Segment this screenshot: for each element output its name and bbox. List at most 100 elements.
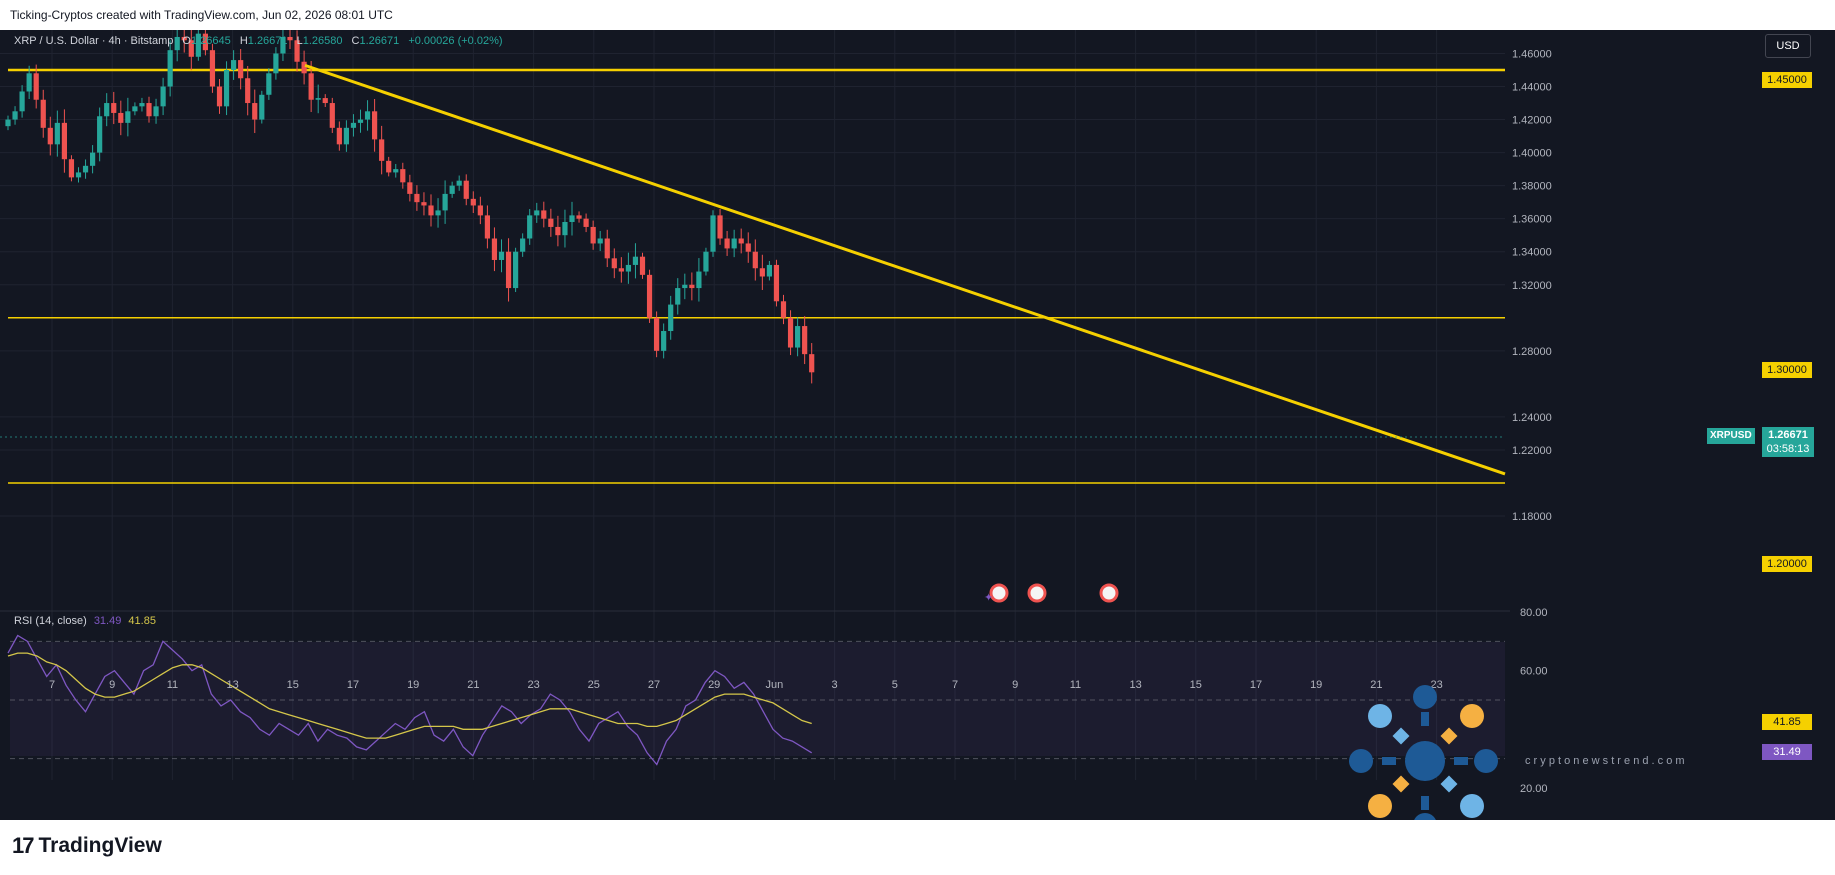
candlesticks [5,30,815,384]
watermark-text: c r y p t o n e w s t r e n d . c o m [1525,755,1685,767]
candle-body [118,112,124,123]
time-tick-label: 11 [1070,679,1081,691]
tradingview-logo-icon: 17 [12,833,35,858]
candle-body [273,53,279,74]
symbol-legend: XRP / U.S. Dollar · 4h · Bitstamp O1.266… [14,35,503,47]
open-value: 1.26645 [190,35,231,47]
candle-body [357,119,364,123]
level-lines [8,68,1505,484]
candle-body [780,301,787,318]
candle-body [654,317,660,351]
currency-label: USD [1776,40,1800,52]
open-label: O [182,35,191,47]
tradingview-logo[interactable]: 17 TradingView [12,833,162,859]
candle-body [153,106,159,117]
candle-body [47,127,53,145]
candle-body [498,251,505,260]
candle-body [787,317,794,348]
currency-button[interactable]: USD [1765,34,1811,58]
candle-body [442,193,448,211]
candle-body [435,210,441,216]
candle-body [597,238,603,244]
rsi-ma-value: 41.85 [128,615,156,627]
candle-body [287,36,293,41]
footer-bar: 17 TradingView [0,820,1835,875]
candle-body [534,210,540,216]
candle-body [97,116,103,153]
candle-body [484,215,490,239]
candle-body [336,127,342,145]
time-tick-label: 15 [287,679,299,691]
candle-body [75,172,82,178]
candle-body [146,103,152,117]
candle-body [414,193,420,203]
diamond-icon: ✦ [984,592,993,604]
rsi-value-tag: 31.49 [1762,744,1812,760]
price-axis: 1.46000 1.44000 1.42000 1.40000 1.38000 1.360… [1512,48,1552,523]
price-tick-label: 1.46000 [1512,48,1552,60]
flag-icon[interactable] [1099,583,1119,603]
candle-body [188,40,194,57]
low-label: L [296,35,303,47]
candle-body [555,226,561,236]
candle-body [125,111,131,123]
grid-lines [0,30,1505,780]
candle-body [308,73,314,100]
time-axis: 7 9 11 13 15 17 19 21 23 25 27 29 Jun 3 5 7 9 11 13 15 17 19 2… [49,679,1443,691]
rsi-tick-label: 60.00 [1520,666,1548,678]
rsi-ma-line [7,652,812,739]
candle-body [689,284,695,289]
rsi-pane: 80.00 60.00 20.00 [7,607,1548,795]
candle-body [548,218,554,227]
event-flags: ✦ [984,583,1119,604]
rsi-tick-label: 20.00 [1520,783,1548,795]
time-tick-label: 9 [1012,679,1018,691]
rsi-name[interactable]: RSI (14, close) [14,615,87,627]
candle-body [703,251,709,272]
candle-body [618,268,624,272]
candle-body [400,169,406,183]
candle-body [576,215,582,219]
candle-body [752,251,758,269]
rsi-line [7,634,813,766]
candle-body [541,210,547,219]
symbol-title[interactable]: XRP / U.S. Dollar · 4h · Bitstamp [14,35,174,47]
symbol-price-tag: XRPUSD [1707,428,1755,444]
logo-center-icon [1405,741,1445,781]
time-tick-label: 13 [226,679,238,691]
time-tick-label: 27 [648,679,660,691]
logo-watermark [1349,685,1498,820]
high-label: H [239,35,248,47]
candle-body [632,256,639,265]
candle-body [731,238,737,249]
candle-body [343,127,349,145]
candle-body [625,264,631,272]
candle-body [717,215,723,239]
candle-body [710,215,716,252]
candle-body [216,86,223,107]
flag-icon[interactable] [989,583,1009,603]
close-value: 1.26671 [359,35,400,47]
candle-body [795,326,801,348]
current-price: 1.26671 [1768,429,1808,441]
candle-body [449,185,455,194]
rsi-band [10,642,1505,756]
candle-body [12,111,18,120]
candle-body [611,258,617,269]
time-tick-label: 19 [1310,679,1322,691]
candle-body [223,70,230,107]
candle-body [809,354,815,373]
price-tick-label: 1.38000 [1512,181,1552,193]
price-tick-label: 1.42000 [1512,115,1552,127]
price-tick-label: 1.24000 [1512,412,1552,424]
candle-body [252,103,258,120]
time-tick-label: 21 [1370,679,1382,691]
time-tick-label: 11 [167,679,178,691]
candle-body [259,94,265,120]
candle-body [738,238,744,244]
price-chart[interactable]: 80.00 60.00 20.00 1.460001.440001.420001.4… [0,30,1835,820]
time-tick-label: 23 [1430,679,1442,691]
candle-body [520,238,526,252]
rsi-tick-label: 80.00 [1520,607,1548,619]
flag-icon[interactable] [1027,583,1047,603]
